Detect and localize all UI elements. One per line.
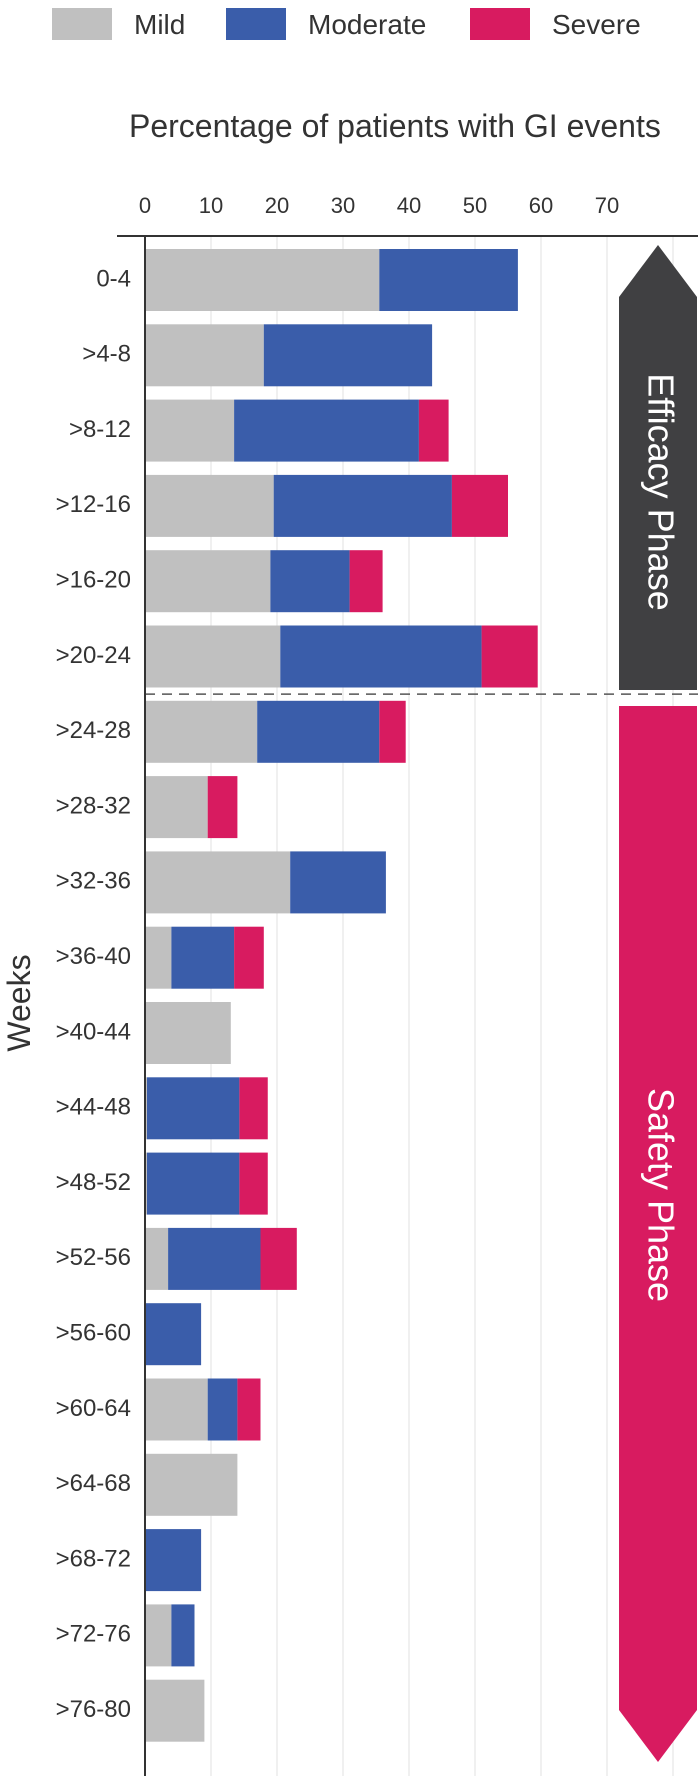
bar-segment xyxy=(145,1227,169,1290)
legend-label-severe: Severe xyxy=(552,9,641,40)
bar-segment xyxy=(263,324,433,387)
x-tick-label: 50 xyxy=(463,193,487,218)
category-label: >24-28 xyxy=(56,717,131,744)
legend-swatch-moderate xyxy=(226,8,286,40)
bar-segment xyxy=(171,926,235,989)
bar-segment xyxy=(145,1679,205,1742)
phase-arrows: Efficacy Phase Safety Phase xyxy=(145,245,698,1762)
legend-item-mild[interactable]: Mild xyxy=(52,8,185,40)
bar-segment xyxy=(146,1152,240,1215)
bar-segment xyxy=(234,926,264,989)
bar-segment xyxy=(146,1077,240,1140)
category-label: >16-20 xyxy=(56,567,131,594)
bar-segment xyxy=(145,474,274,537)
category-label: >64-68 xyxy=(56,1470,131,1497)
bar-segment xyxy=(257,700,380,763)
category-label: 0-4 xyxy=(96,265,131,292)
phase-label: Efficacy Phase xyxy=(640,373,681,610)
x-tick-label: 0 xyxy=(139,193,151,218)
category-label: >44-48 xyxy=(56,1094,131,1121)
legend-item-severe[interactable]: Severe xyxy=(470,8,641,40)
x-tick-label: 10 xyxy=(199,193,223,218)
category-label: >72-76 xyxy=(56,1621,131,1648)
bars xyxy=(145,249,538,1742)
bar-segment xyxy=(145,249,380,311)
bar-segment xyxy=(260,1227,297,1290)
bar-segment xyxy=(145,1378,208,1441)
category-label: >76-80 xyxy=(56,1696,131,1723)
category-label: >52-56 xyxy=(56,1244,131,1271)
x-tick-label: 20 xyxy=(265,193,289,218)
bar-segment xyxy=(145,700,258,763)
category-label: >28-32 xyxy=(56,792,131,819)
bar-segment xyxy=(145,399,235,462)
bar-segment xyxy=(145,324,264,387)
category-label: >48-52 xyxy=(56,1169,131,1196)
axes xyxy=(117,235,698,1776)
bar-segment xyxy=(168,1227,261,1290)
legend-swatch-severe xyxy=(470,8,530,40)
category-label: >68-72 xyxy=(56,1545,131,1572)
bar-segment xyxy=(290,851,386,914)
category-label: >32-36 xyxy=(56,868,131,895)
bar-segment xyxy=(145,776,208,839)
x-tick-label: 70 xyxy=(595,193,619,218)
legend-label-mild: Mild xyxy=(134,9,185,40)
bar-segment xyxy=(145,1002,231,1064)
legend-label-moderate: Moderate xyxy=(308,9,426,40)
bar-segment xyxy=(145,851,291,914)
bar-segment xyxy=(273,474,452,537)
chart-title: Percentage of patients with GI events xyxy=(129,108,661,144)
legend-swatch-mild xyxy=(52,8,112,40)
bar-segment xyxy=(270,550,350,613)
x-tick-label: 40 xyxy=(397,193,421,218)
bar-segment xyxy=(237,1378,261,1441)
x-tick-labels: 0 10 20 30 40 50 60 70 xyxy=(139,193,619,218)
bar-segment xyxy=(239,1077,268,1140)
bar-segment xyxy=(145,625,281,688)
category-label: >12-16 xyxy=(56,491,131,518)
bar-segment xyxy=(145,550,271,613)
bar-segment xyxy=(145,1604,172,1667)
bar-segment xyxy=(349,550,383,613)
phase-arrow xyxy=(619,245,697,690)
bar-segment xyxy=(145,1453,238,1516)
phase-label: Safety Phase xyxy=(640,1088,681,1302)
category-label: >56-60 xyxy=(56,1320,131,1347)
legend-item-moderate[interactable]: Moderate xyxy=(226,8,426,40)
bar-segment xyxy=(379,249,518,311)
category-label: >36-40 xyxy=(56,943,131,970)
phase-arrow xyxy=(619,706,697,1762)
category-label: >8-12 xyxy=(69,416,131,443)
bar-segment xyxy=(481,625,538,688)
legend: Mild Moderate Severe xyxy=(52,8,641,40)
bar-segment xyxy=(234,399,419,462)
bar-segment xyxy=(171,1604,195,1667)
category-label: >60-64 xyxy=(56,1395,131,1422)
bar-segment xyxy=(451,474,508,537)
bar-segment xyxy=(145,1529,202,1592)
bar-segment xyxy=(207,776,238,839)
bar-segment xyxy=(280,625,482,688)
category-label: >20-24 xyxy=(56,642,131,669)
category-label: >4-8 xyxy=(82,341,131,368)
gridlines xyxy=(210,236,674,1776)
bar-segment xyxy=(418,399,449,462)
bar-segment xyxy=(379,700,406,763)
bar-segment xyxy=(145,926,172,989)
category-label: >40-44 xyxy=(56,1018,131,1045)
bar-segment xyxy=(207,1378,238,1441)
bar-segment xyxy=(145,1303,202,1366)
category-labels: 0-4 >4-8 >8-12 >12-16 >16-20 >20-24 >24-28 >28-… xyxy=(56,265,131,1723)
x-tick-label: 60 xyxy=(529,193,553,218)
y-axis-label: Weeks xyxy=(1,954,37,1051)
bar-segment xyxy=(239,1152,268,1215)
x-tick-label: 30 xyxy=(331,193,355,218)
